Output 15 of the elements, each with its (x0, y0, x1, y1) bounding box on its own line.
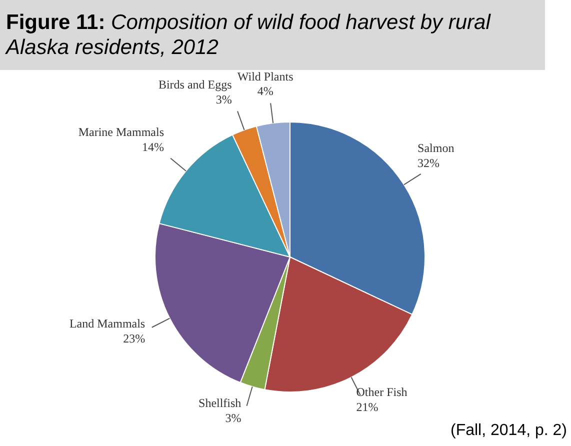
slice-label: Marine Mammals (78, 124, 164, 139)
text: (Fall, 2014, p. 2) (450, 422, 567, 440)
data-label: 14% (142, 140, 164, 154)
slice-label: Wild Plants (237, 69, 294, 84)
chart-title: Figure 11: Composition of wild food harvest by rural Alaska residents, 2012 (6, 11, 490, 59)
data-label: 4% (257, 84, 274, 98)
slice-label: Land Mammals (69, 316, 146, 330)
data-label: 3% (225, 410, 242, 425)
data-label: 23% (123, 331, 146, 346)
slice-label: Shellfish (198, 396, 242, 410)
data-label: 32% (418, 156, 440, 170)
data-label: 21% (356, 400, 378, 414)
data-label: 3% (216, 92, 232, 106)
slice-label: Birds and Eggs (158, 77, 232, 92)
slice-label: Salmon (418, 140, 454, 155)
